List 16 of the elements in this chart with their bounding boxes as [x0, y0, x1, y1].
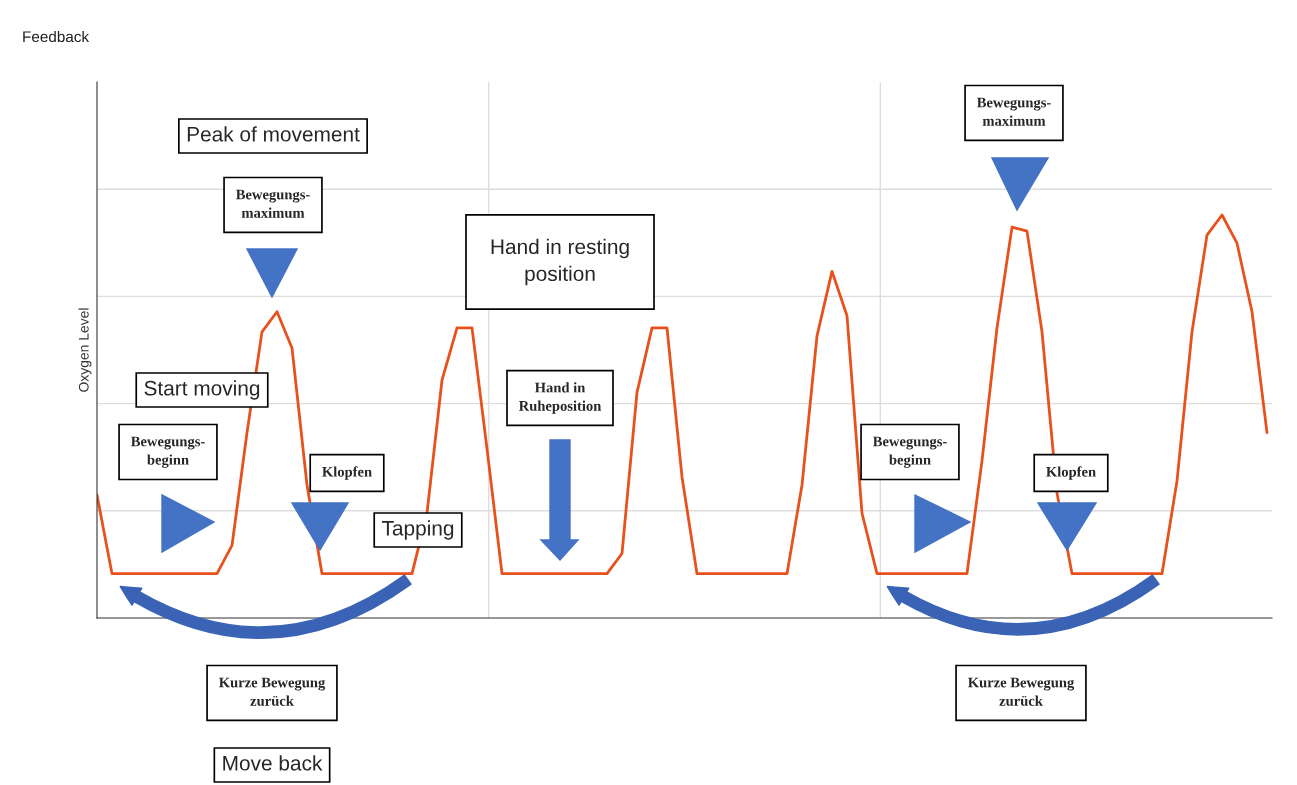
annotation: Bewegungs- beginn: [130, 436, 205, 468]
y-axis-title: Oxygen Level: [78, 308, 92, 392]
chart-title: Feedback: [23, 30, 90, 43]
annotation: Bewegungs- maximum: [235, 189, 310, 218]
text: Kurze Bewegung zurück: [218, 677, 326, 706]
annotation: Hand in Ruheposition: [518, 382, 602, 414]
annotation: Klopfen: [322, 466, 372, 480]
text: Kurze Bewegung zurück: [967, 677, 1075, 706]
text: Bewegungs- maximum: [976, 97, 1051, 126]
text: Move back: [223, 755, 323, 771]
annotation: Klopfen: [1046, 466, 1096, 480]
annotation: Bewegungs- beginn: [872, 436, 947, 468]
annotation: Hand in resting position: [491, 238, 629, 286]
annotation: Start moving: [144, 380, 260, 400]
annotation: Tapping: [381, 520, 454, 540]
text: Peak of movement: [187, 126, 360, 142]
